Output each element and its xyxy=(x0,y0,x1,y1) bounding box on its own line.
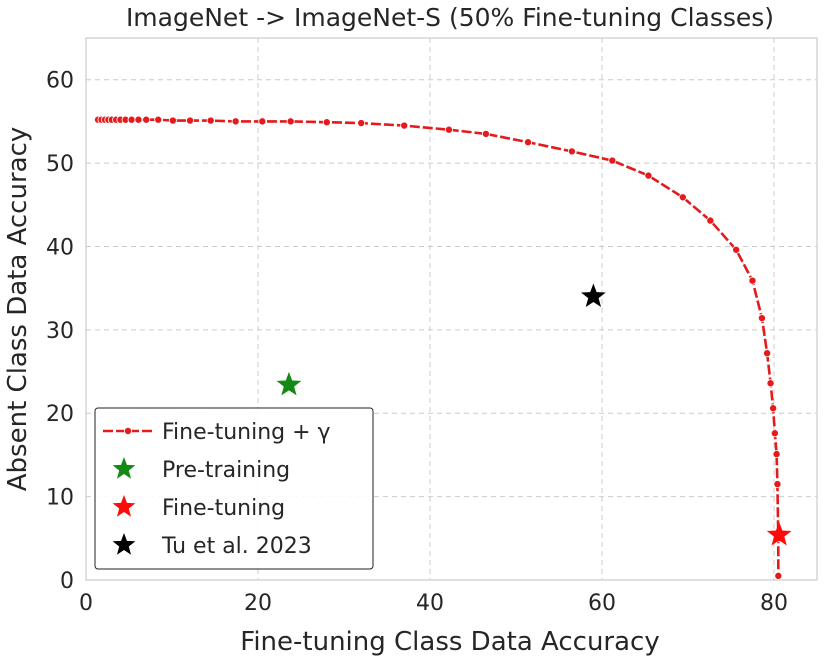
data-point xyxy=(773,480,782,489)
data-point xyxy=(769,404,778,413)
legend-item: Fine-tuning xyxy=(112,495,285,521)
y-tick-label: 30 xyxy=(46,319,74,344)
legend-item: Tu et al. 2023 xyxy=(112,533,312,559)
data-point xyxy=(732,245,741,254)
plot-marks xyxy=(94,115,792,580)
legend-box xyxy=(94,407,374,570)
data-point xyxy=(766,379,775,388)
data-point xyxy=(206,116,215,125)
data-point xyxy=(524,138,533,147)
x-axis-ticks: 0 20 40 60 80 xyxy=(79,591,788,616)
x-tick-label: 60 xyxy=(588,591,616,616)
data-point xyxy=(481,129,490,138)
data-point xyxy=(258,117,267,126)
data-point xyxy=(231,117,240,126)
chart-title: ImageNet -> ImageNet-S (50% Fine-tuning … xyxy=(126,3,774,32)
y-tick-label: 10 xyxy=(46,486,74,511)
data-point xyxy=(608,156,617,165)
x-tick-label: 80 xyxy=(760,591,788,616)
series-line xyxy=(98,118,780,576)
x-tick-label: 40 xyxy=(416,591,444,616)
data-point xyxy=(567,147,576,156)
legend: Fine-tuning + γ Pre-training Fine-tuning Tu… xyxy=(94,407,374,570)
data-point xyxy=(286,117,295,126)
legend-star xyxy=(112,533,136,555)
data-point xyxy=(774,571,783,580)
y-tick-label: 0 xyxy=(60,569,74,594)
star-marker xyxy=(276,371,302,396)
legend-star xyxy=(112,457,136,479)
data-point xyxy=(357,119,366,128)
data-point xyxy=(322,118,331,127)
data-point xyxy=(706,216,715,225)
x-tick-label: 20 xyxy=(244,591,272,616)
star-marker xyxy=(581,283,606,308)
data-point xyxy=(678,193,687,202)
data-point xyxy=(154,115,163,124)
legend-star xyxy=(112,495,136,517)
data-point xyxy=(142,115,151,124)
y-tick-label: 50 xyxy=(46,152,74,177)
series-3 xyxy=(581,283,606,308)
x-axis-label: Fine-tuning Class Data Accuracy xyxy=(240,627,659,657)
y-tick-label: 60 xyxy=(46,69,74,94)
data-point xyxy=(757,314,766,323)
data-point xyxy=(400,121,409,130)
data-point xyxy=(134,115,143,124)
data-point xyxy=(168,116,177,125)
data-point xyxy=(770,429,779,438)
series-1 xyxy=(276,371,302,396)
data-point xyxy=(763,349,772,358)
legend-label: Pre-training xyxy=(162,458,290,483)
data-point xyxy=(772,450,781,459)
data-point xyxy=(127,115,136,124)
y-axis-ticks: 0 10 20 30 40 50 60 xyxy=(46,69,74,594)
legend-marker xyxy=(124,426,133,435)
x-tick-label: 0 xyxy=(79,591,93,616)
y-tick-label: 40 xyxy=(46,235,74,260)
data-point xyxy=(644,171,653,180)
data-point xyxy=(748,276,757,285)
data-point xyxy=(186,116,195,125)
y-tick-label: 20 xyxy=(46,402,74,427)
y-axis-label: Absent Class Data Accuracy xyxy=(3,127,33,491)
legend-label: Fine-tuning xyxy=(162,496,285,521)
legend-item: Pre-training xyxy=(112,457,290,483)
series-2 xyxy=(766,521,792,546)
legend-item: Fine-tuning + γ xyxy=(103,420,331,445)
data-point xyxy=(444,125,453,134)
star-marker xyxy=(766,521,792,546)
legend-label: Fine-tuning + γ xyxy=(162,420,331,445)
legend-label: Tu et al. 2023 xyxy=(161,534,312,559)
